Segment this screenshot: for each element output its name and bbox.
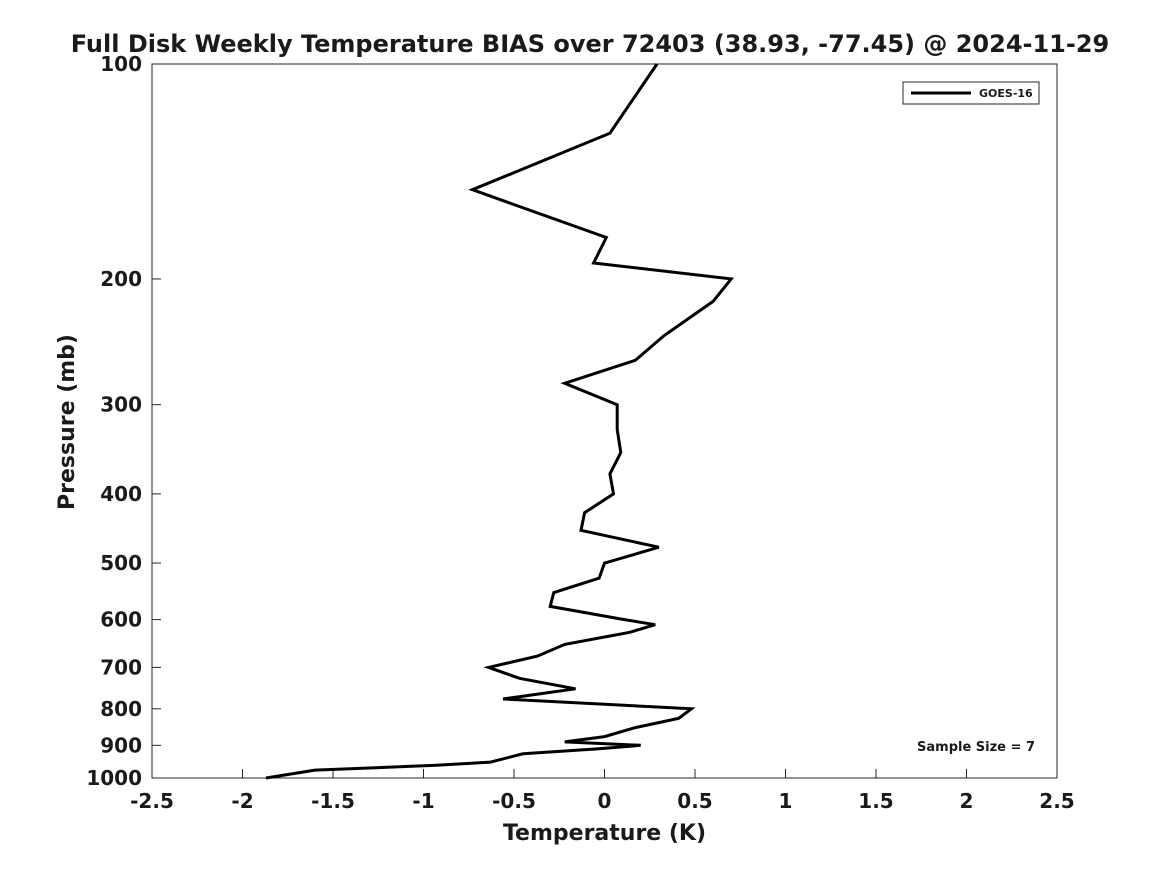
- x-tick-label: -1: [412, 789, 434, 813]
- x-tick-label: -0.5: [492, 789, 536, 813]
- y-tick-label: 100: [100, 52, 142, 76]
- x-tick-label: 2.5: [1039, 789, 1074, 813]
- y-axis: 100 200 300 400 500 600 700 800 900 1000: [86, 52, 161, 790]
- x-tick-label: 0.5: [677, 789, 712, 813]
- x-axis-label: Temperature (K): [503, 821, 706, 846]
- chart-title: Full Disk Weekly Temperature BIAS over 7…: [71, 30, 1110, 58]
- y-tick-label: 700: [100, 655, 142, 679]
- x-tick-label: 1.5: [858, 789, 893, 813]
- y-tick-label: 200: [100, 267, 142, 291]
- y-axis-label: Pressure (mb): [55, 334, 80, 510]
- x-tick-label: 2: [960, 789, 974, 813]
- y-tick-label: 300: [100, 393, 142, 417]
- y-tick-label: 400: [100, 482, 142, 506]
- legend-label-goes-16: GOES-16: [979, 87, 1033, 100]
- y-tick-label: 900: [100, 733, 142, 757]
- series-line-goes-16: [265, 63, 735, 780]
- y-tick-label: 1000: [86, 766, 142, 790]
- plot-area: [151, 63, 1058, 779]
- y-tick-label: 600: [100, 608, 142, 632]
- legend: GOES-16: [902, 81, 1040, 105]
- x-tick-label: 1: [779, 789, 793, 813]
- x-axis: -2.5 -2 -1.5 -1 -0.5 0 0.5 1 1.5 2 2.5: [130, 769, 1075, 813]
- series-layer: [265, 63, 735, 780]
- x-tick-label: -2.5: [130, 789, 174, 813]
- y-tick-label: 800: [100, 697, 142, 721]
- x-tick-label: 0: [598, 789, 612, 813]
- y-tick-label: 500: [100, 551, 142, 575]
- x-tick-label: -1.5: [311, 789, 355, 813]
- x-tick-label: -2: [231, 789, 253, 813]
- sample-size-annotation: Sample Size = 7: [917, 740, 1035, 755]
